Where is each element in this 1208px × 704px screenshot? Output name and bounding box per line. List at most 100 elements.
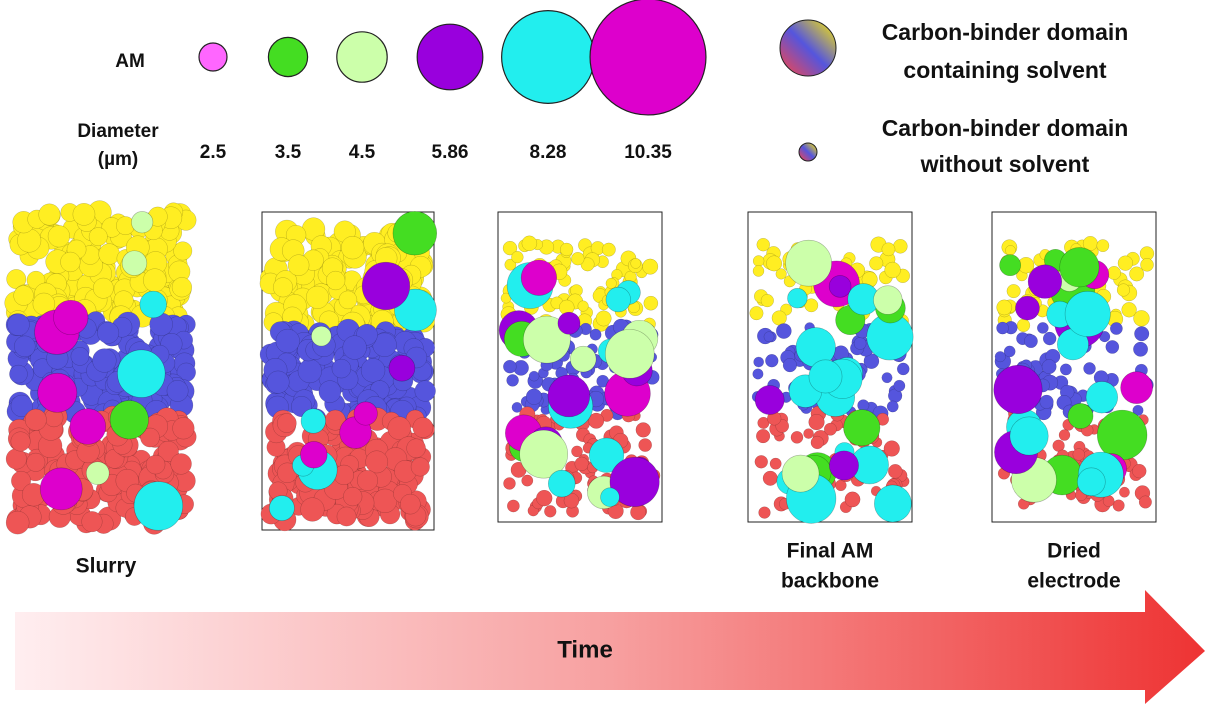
cbd-particle (590, 329, 601, 340)
cbd-particle (642, 259, 658, 275)
cbd-particle (1132, 464, 1146, 478)
cbd-particle (522, 236, 537, 251)
cbd-particle (407, 439, 426, 458)
cbd-particle (1110, 322, 1122, 334)
cbd-solvent-label: containing solvent (903, 57, 1107, 83)
cbd-particle (6, 449, 27, 470)
diameter-unit: (µm) (98, 149, 139, 170)
cbd-particle (575, 457, 589, 471)
particle-swatch (199, 43, 227, 71)
cbd-particle (1017, 319, 1030, 332)
cbd-particle (753, 369, 764, 380)
cbd-particle (1106, 340, 1119, 353)
am-particle (38, 373, 77, 412)
cbd-particle (997, 322, 1009, 334)
figure: AM Diameter (µm) Carbon-binder domain co… (0, 0, 1208, 704)
cbd-particle (171, 453, 192, 474)
cbd-particle (14, 286, 34, 306)
cbd-particle (522, 475, 533, 486)
cbd-particle (639, 439, 652, 452)
am-particle (570, 346, 596, 372)
electrode-structures: SlurryFinal AMbackboneDriedelectrode (5, 201, 1156, 593)
cbd-particle (6, 511, 29, 534)
cbd-particle (764, 332, 774, 342)
cbd-particle (1119, 487, 1129, 497)
cbd-particle (97, 322, 118, 343)
cbd-particle (759, 507, 771, 519)
cbd-particle (361, 358, 385, 382)
cbd-particle (276, 329, 300, 353)
cbd-particle (82, 511, 103, 532)
cbd-particle (298, 359, 322, 383)
cbd-particle (885, 262, 901, 278)
cbd-particle (267, 371, 289, 393)
am-particle (994, 365, 1042, 413)
cbd-particle (763, 471, 778, 486)
cbd-particle (1140, 258, 1153, 271)
am-particle (389, 355, 415, 381)
am-particle (269, 496, 294, 521)
cbd-particle (1043, 332, 1056, 345)
cbd-particle (1005, 245, 1015, 255)
cbd-particle (791, 431, 803, 443)
cbd-particle (1107, 266, 1120, 279)
am-particle (548, 375, 590, 417)
cbd-particle (167, 380, 188, 401)
cbd-solvent-icon (780, 20, 836, 76)
cbd-particle (413, 417, 433, 437)
am-particle (301, 409, 326, 434)
am-particle (140, 291, 167, 318)
cbd-particle (339, 291, 357, 309)
cbd-particle (388, 417, 411, 440)
cbd-particle (7, 314, 29, 336)
am-particle (606, 287, 631, 312)
am-particle (134, 482, 183, 531)
cbd-particle (772, 311, 787, 326)
cbd-particle (776, 323, 791, 338)
cbd-particle (319, 381, 341, 403)
diameter-value: 3.5 (275, 142, 302, 163)
cbd-particle (288, 255, 309, 276)
cbd-particle (341, 236, 364, 259)
cbd-particle (571, 252, 584, 265)
cbd-particle (306, 286, 329, 309)
cbd-particle (544, 505, 556, 517)
am-particle (1068, 403, 1093, 428)
cbd-particle (71, 347, 89, 365)
am-particle (1010, 417, 1048, 455)
cbd-particle (888, 464, 902, 478)
am-particle (605, 329, 654, 378)
cbd-particle (770, 458, 781, 469)
arrow-label: Time (557, 636, 613, 663)
cbd-particle (1040, 395, 1054, 409)
cbd-particle (301, 498, 325, 522)
cbd-particle (1024, 335, 1037, 348)
cbd-particle (631, 258, 641, 268)
cbd-particle (1059, 430, 1070, 441)
cbd-particle (1113, 500, 1125, 512)
cbd-particle (1073, 449, 1085, 461)
stage-label: electrode (1027, 570, 1120, 593)
am-particle (874, 485, 911, 522)
cbd-particle (1133, 310, 1149, 326)
cbd-particle (11, 432, 30, 451)
am-particle (558, 312, 580, 334)
cbd-particle (48, 225, 70, 247)
cbd-particle (14, 336, 35, 357)
diameter-value: 2.5 (200, 142, 227, 163)
cbd-particle (894, 380, 905, 391)
cbd-particle (326, 271, 345, 290)
cbd-particle (804, 429, 814, 439)
cbd-particle (756, 429, 770, 443)
cbd-particle (854, 337, 866, 349)
cbd-particle (507, 500, 519, 512)
cbd-particle (536, 490, 552, 506)
cbd-particle (143, 269, 166, 292)
cbd-particle (332, 359, 351, 378)
particle-swatch (337, 32, 387, 82)
cbd-particle (560, 243, 573, 256)
cbd-particle (783, 358, 797, 372)
cbd-particle (602, 243, 615, 256)
am-particle (829, 451, 858, 480)
cbd-particle (882, 372, 892, 382)
